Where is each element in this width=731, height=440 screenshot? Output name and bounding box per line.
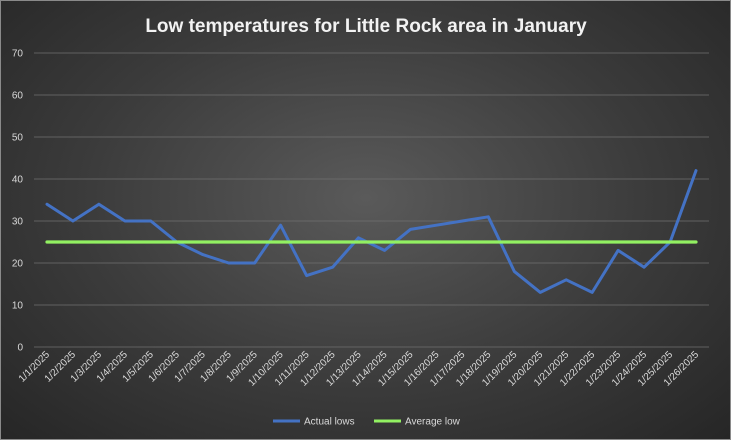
y-tick-label: 50 <box>12 133 24 144</box>
y-tick-label: 0 <box>17 343 23 354</box>
y-tick-label: 70 <box>12 49 24 60</box>
series-line-actual-lows <box>45 169 698 294</box>
y-tick-label: 20 <box>12 259 24 270</box>
y-tick-label: 60 <box>12 91 24 102</box>
y-tick-label: 30 <box>12 217 24 228</box>
chart-title: Low temperatures for Little Rock area in… <box>145 16 587 37</box>
y-tick-label: 10 <box>12 301 24 312</box>
gridlines <box>34 52 709 348</box>
series-lines <box>45 169 698 294</box>
legend-label: Actual lows <box>304 417 355 428</box>
y-tick-label: 40 <box>12 175 24 186</box>
legend: Actual lows Average low <box>273 417 461 428</box>
y-axis-ticks: 0 10 20 30 40 50 60 70 <box>12 49 24 354</box>
legend-label: Average low <box>405 417 461 428</box>
x-axis-ticks: 1/1/20251/2/20251/3/20251/4/20251/5/2025… <box>17 349 702 389</box>
